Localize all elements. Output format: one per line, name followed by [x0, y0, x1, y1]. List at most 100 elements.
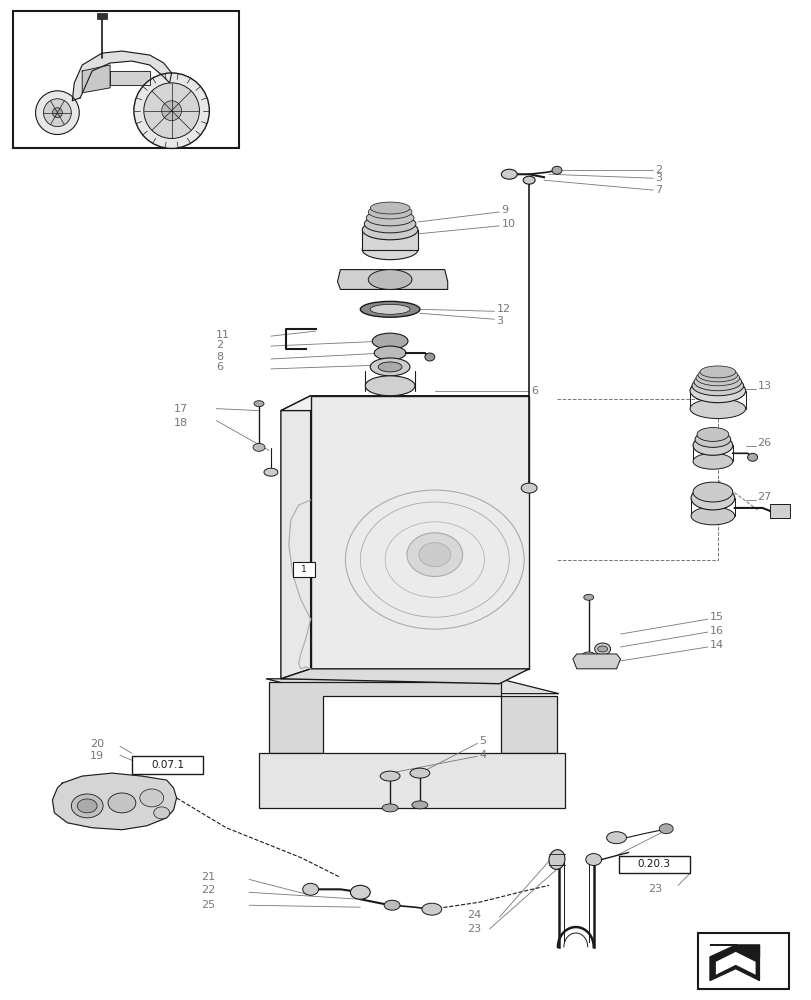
Text: 3: 3	[496, 316, 503, 326]
Text: 25: 25	[201, 900, 215, 910]
Ellipse shape	[418, 543, 450, 567]
Ellipse shape	[692, 435, 732, 455]
Ellipse shape	[303, 883, 318, 895]
Ellipse shape	[548, 850, 564, 869]
Ellipse shape	[153, 807, 169, 819]
Bar	[97, 13, 107, 19]
Polygon shape	[709, 945, 758, 981]
Ellipse shape	[362, 240, 418, 260]
Ellipse shape	[378, 362, 401, 372]
Ellipse shape	[44, 99, 71, 127]
Text: 23: 23	[647, 884, 662, 894]
Bar	[131, 756, 203, 774]
Ellipse shape	[139, 789, 164, 807]
Text: 5: 5	[479, 736, 486, 746]
Text: 20: 20	[90, 739, 104, 749]
Polygon shape	[715, 952, 755, 975]
Ellipse shape	[690, 507, 734, 525]
Text: 11: 11	[216, 330, 230, 340]
Ellipse shape	[693, 373, 740, 391]
Text: 12: 12	[496, 304, 510, 314]
Text: 19: 19	[90, 751, 104, 761]
Text: 14: 14	[709, 640, 723, 650]
Polygon shape	[72, 51, 171, 101]
Ellipse shape	[362, 220, 418, 240]
Ellipse shape	[134, 73, 209, 148]
Ellipse shape	[747, 453, 757, 461]
Polygon shape	[281, 396, 529, 411]
Ellipse shape	[71, 794, 103, 818]
Text: 8: 8	[216, 352, 223, 362]
Ellipse shape	[690, 486, 734, 510]
Ellipse shape	[384, 900, 400, 910]
Text: 26: 26	[757, 438, 770, 448]
Ellipse shape	[689, 379, 744, 403]
Text: 21: 21	[201, 872, 215, 882]
Ellipse shape	[581, 652, 595, 660]
Ellipse shape	[370, 202, 410, 214]
Ellipse shape	[521, 483, 536, 493]
Ellipse shape	[692, 482, 732, 502]
Ellipse shape	[382, 804, 397, 812]
Text: 3: 3	[654, 173, 662, 183]
Text: 22: 22	[201, 885, 216, 895]
Text: 9: 9	[500, 205, 508, 215]
Ellipse shape	[583, 594, 593, 600]
Bar	[770, 504, 789, 518]
Text: 4: 4	[479, 750, 486, 760]
Text: 0.07.1: 0.07.1	[151, 760, 184, 770]
Ellipse shape	[699, 366, 735, 378]
Polygon shape	[53, 773, 176, 830]
Bar	[259, 753, 564, 808]
Ellipse shape	[697, 368, 737, 382]
Ellipse shape	[368, 270, 411, 289]
Ellipse shape	[594, 643, 610, 655]
Ellipse shape	[500, 169, 517, 179]
Ellipse shape	[350, 885, 370, 899]
Ellipse shape	[695, 370, 739, 386]
Ellipse shape	[368, 205, 411, 219]
Ellipse shape	[659, 824, 672, 834]
Text: 24: 24	[467, 910, 481, 920]
Text: 23: 23	[467, 924, 481, 934]
Text: 7: 7	[654, 185, 662, 195]
Ellipse shape	[264, 468, 277, 476]
Ellipse shape	[370, 304, 410, 314]
Ellipse shape	[144, 83, 200, 138]
Ellipse shape	[522, 176, 534, 184]
Ellipse shape	[551, 166, 561, 174]
Ellipse shape	[691, 376, 743, 396]
Text: 0.20.3: 0.20.3	[637, 859, 670, 869]
Ellipse shape	[36, 91, 79, 135]
Bar	[293, 562, 314, 577]
Ellipse shape	[77, 799, 97, 813]
Polygon shape	[337, 270, 447, 289]
Text: 6: 6	[530, 386, 538, 396]
Ellipse shape	[365, 376, 414, 396]
Text: 6: 6	[216, 362, 223, 372]
Text: 16: 16	[709, 626, 723, 636]
Ellipse shape	[254, 401, 264, 407]
Polygon shape	[281, 396, 311, 679]
Ellipse shape	[424, 353, 434, 361]
Ellipse shape	[253, 443, 264, 451]
Polygon shape	[266, 679, 558, 694]
Ellipse shape	[108, 793, 135, 813]
Ellipse shape	[364, 215, 415, 233]
Ellipse shape	[694, 431, 730, 447]
Text: 2: 2	[216, 340, 223, 350]
Ellipse shape	[422, 903, 441, 915]
Ellipse shape	[161, 101, 182, 121]
Polygon shape	[362, 230, 418, 250]
Text: 1: 1	[300, 565, 307, 574]
Ellipse shape	[360, 301, 419, 317]
Ellipse shape	[597, 646, 607, 652]
Text: 10: 10	[500, 219, 515, 229]
Polygon shape	[82, 65, 110, 93]
Polygon shape	[281, 669, 529, 684]
Polygon shape	[311, 396, 529, 669]
Text: 15: 15	[709, 612, 723, 622]
Bar	[697, 933, 788, 989]
Polygon shape	[709, 945, 758, 957]
Ellipse shape	[692, 453, 732, 469]
